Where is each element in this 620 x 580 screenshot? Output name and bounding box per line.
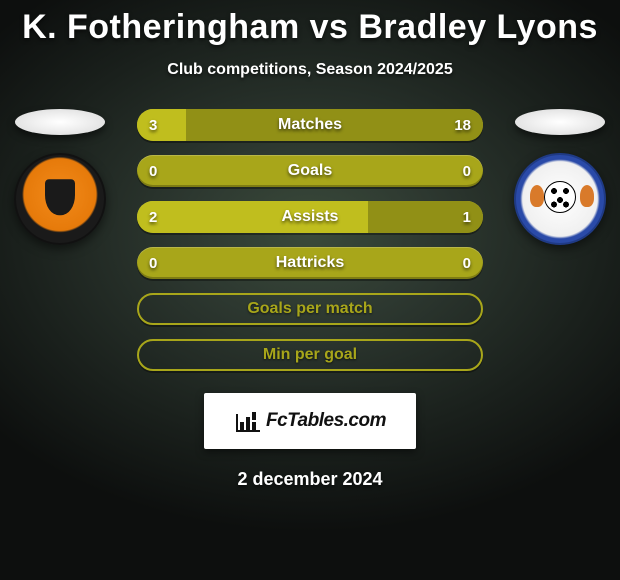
watermark[interactable]: FcTables.com	[204, 393, 416, 449]
stat-bar: 21Assists	[137, 201, 483, 233]
watermark-text: FcTables.com	[266, 410, 386, 432]
player-left	[10, 109, 110, 245]
stat-fill-left	[137, 109, 186, 141]
stat-bar: 318Matches	[137, 109, 483, 141]
stat-bar: Min per goal	[137, 339, 483, 371]
stat-fill-left	[137, 201, 368, 233]
stat-bar-track	[137, 155, 483, 187]
stat-fill-right	[186, 109, 483, 141]
comparison-card: K. Fotheringham vs Bradley Lyons Club co…	[0, 0, 620, 580]
stat-bar: 00Hattricks	[137, 247, 483, 279]
stat-fill-right	[368, 201, 483, 233]
stat-bar: 00Goals	[137, 155, 483, 187]
club-crest-right	[514, 153, 606, 245]
stat-bar-track	[137, 247, 483, 279]
stat-bar: Goals per match	[137, 293, 483, 325]
player-left-silhouette	[15, 109, 105, 135]
player-right	[510, 109, 610, 245]
player-right-silhouette	[515, 109, 605, 135]
stat-bars: 318Matches 00Goals 21Assists 00Hattricks Goa…	[137, 109, 483, 371]
page-title: K. Fotheringham vs Bradley Lyons	[0, 0, 620, 47]
stat-bar-track	[137, 339, 483, 371]
fctables-icon	[234, 410, 260, 432]
stat-bar-track	[137, 293, 483, 325]
subtitle: Club competitions, Season 2024/2025	[0, 61, 620, 79]
arena: 318Matches 00Goals 21Assists 00Hattricks Goa…	[0, 109, 620, 371]
club-crest-left	[14, 153, 106, 245]
date-label: 2 december 2024	[0, 469, 620, 490]
